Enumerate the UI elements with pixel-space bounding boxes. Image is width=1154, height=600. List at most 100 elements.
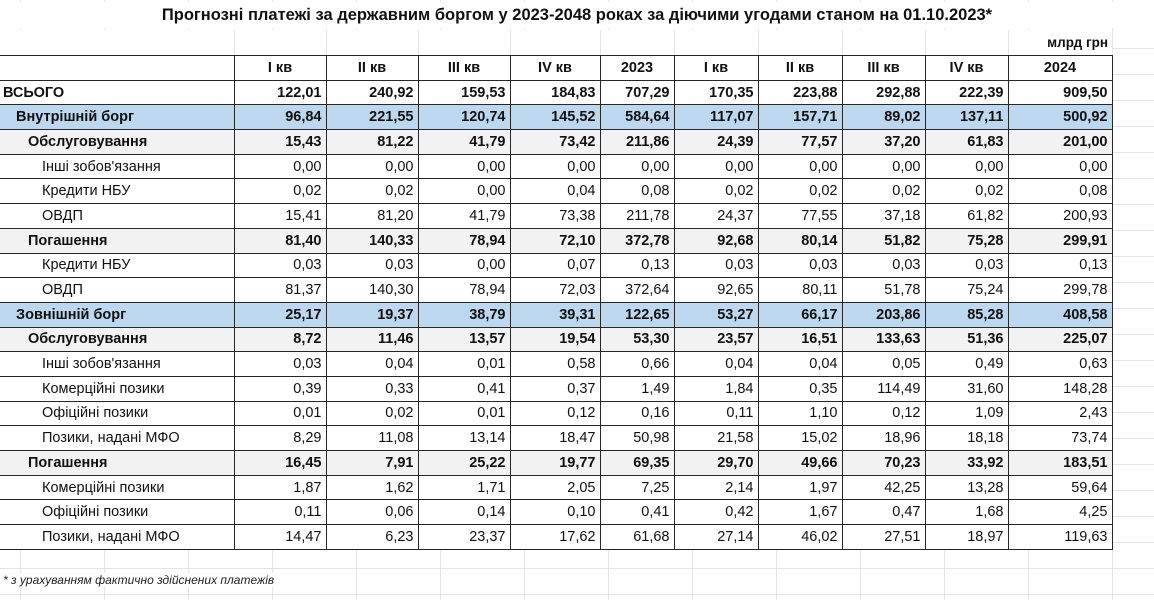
row-label: Внутрішній борг (0, 104, 235, 131)
value-cell: 51,82 (841, 227, 926, 254)
value-cell: 584,64 (599, 104, 675, 131)
value-cell: 0,02 (924, 178, 1009, 205)
value-cell: 201,00 (1007, 129, 1113, 155)
value-cell: 0,08 (1007, 178, 1113, 205)
row-label: Інші зобов'язання (0, 153, 235, 180)
value-cell: 203,86 (841, 301, 926, 328)
value-cell: 225,07 (1007, 326, 1113, 353)
value-cell: 49,66 (757, 450, 843, 476)
row-label: Комерційні позики (0, 375, 235, 402)
header-cell: 2023 (599, 55, 675, 81)
value-cell: 221,55 (325, 104, 419, 131)
value-cell: 23,57 (673, 326, 759, 353)
value-cell: 1,68 (924, 499, 1009, 526)
value-cell: 299,78 (1007, 277, 1113, 303)
table-row: ОВДП 15,41 81,20 41,79 73,38 211,78 24,37 77,55… (0, 203, 1113, 229)
row-label: Кредити НБУ (0, 252, 235, 279)
value-cell: 92,68 (673, 227, 759, 254)
value-cell: 73,42 (509, 129, 601, 155)
value-cell: 0,04 (509, 178, 601, 205)
value-cell: 140,33 (325, 227, 419, 254)
value-cell: 0,03 (233, 252, 327, 279)
value-cell: 37,18 (841, 203, 926, 229)
units-label: млрд грн (1047, 35, 1108, 50)
value-cell: 18,47 (509, 425, 601, 451)
row-label: ОВДП (0, 277, 235, 303)
value-cell: 0,00 (233, 153, 327, 180)
row-label: Офіційні позики (0, 499, 235, 526)
value-cell: 73,74 (1007, 425, 1113, 451)
value-cell: 13,28 (924, 474, 1009, 501)
value-cell: 38,79 (417, 301, 511, 328)
value-cell: 31,60 (924, 375, 1009, 402)
value-cell: 183,51 (1007, 450, 1113, 476)
value-cell: 78,94 (417, 227, 511, 254)
value-cell: 61,68 (599, 524, 675, 550)
value-cell: 0,11 (233, 499, 327, 526)
value-cell: 27,14 (673, 524, 759, 550)
value-cell: 140,30 (325, 277, 419, 303)
value-cell: 53,27 (673, 301, 759, 328)
value-cell: 75,28 (924, 227, 1009, 254)
value-cell: 21,58 (673, 425, 759, 451)
value-cell: 2,14 (673, 474, 759, 501)
value-cell: 0,00 (417, 153, 511, 180)
row-label: ВСЬОГО (0, 79, 235, 106)
value-cell: 0,37 (509, 375, 601, 402)
table-row: Зовнішній борг 25,17 19,37 38,79 39,31 122,65… (0, 301, 1113, 328)
value-cell: 19,77 (509, 450, 601, 476)
value-cell: 73,38 (509, 203, 601, 229)
debt-payments-table: I кв II кв III кв IV кв 2023 I кв II кв III кв I… (0, 55, 1113, 550)
value-cell: 157,71 (757, 104, 843, 131)
value-cell: 0,00 (1007, 153, 1113, 180)
value-cell: 0,13 (599, 252, 675, 279)
table-row: ОВДП 81,37 140,30 78,94 72,03 372,64 92,65 80,1… (0, 277, 1113, 303)
value-cell: 25,22 (417, 450, 511, 476)
value-cell: 211,78 (599, 203, 675, 229)
row-label: Позики, надані МФО (0, 524, 235, 550)
value-cell: 114,49 (841, 375, 926, 402)
value-cell: 292,88 (841, 79, 926, 106)
row-label: Обслуговування (0, 326, 235, 353)
value-cell: 1,62 (325, 474, 419, 501)
value-cell: 170,35 (673, 79, 759, 106)
table-row: Офіційні позики 0,01 0,02 0,01 0,12 0,16 0,11 1… (0, 400, 1113, 427)
value-cell: 159,53 (417, 79, 511, 106)
value-cell: 0,03 (757, 252, 843, 279)
header-cell: IV кв (509, 55, 601, 81)
value-cell: 51,78 (841, 277, 926, 303)
value-cell: 0,13 (1007, 252, 1113, 279)
value-cell: 500,92 (1007, 104, 1113, 131)
table-row: Обслуговування 15,43 81,22 41,79 73,42 211,86… (0, 129, 1113, 155)
value-cell: 0,06 (325, 499, 419, 526)
header-cell: IV кв (924, 55, 1009, 81)
value-cell: 37,20 (841, 129, 926, 155)
value-cell: 408,58 (1007, 301, 1113, 328)
value-cell: 0,14 (417, 499, 511, 526)
value-cell: 15,41 (233, 203, 327, 229)
header-cell: II кв (325, 55, 419, 81)
value-cell: 18,97 (924, 524, 1009, 550)
value-cell: 0,12 (509, 400, 601, 427)
value-cell: 13,57 (417, 326, 511, 353)
value-cell: 69,35 (599, 450, 675, 476)
value-cell: 78,94 (417, 277, 511, 303)
value-cell: 85,28 (924, 301, 1009, 328)
row-label: Інші зобов'язання (0, 351, 235, 377)
value-cell: 133,63 (841, 326, 926, 353)
table-row: Погашення 16,45 7,91 25,22 19,77 69,35 29,70 49… (0, 450, 1113, 476)
row-label: Кредити НБУ (0, 178, 235, 205)
value-cell: 1,49 (599, 375, 675, 402)
value-cell: 200,93 (1007, 203, 1113, 229)
value-cell: 1,10 (757, 400, 843, 427)
value-cell: 0,00 (509, 153, 601, 180)
value-cell: 0,00 (841, 153, 926, 180)
table-row: Кредити НБУ 0,02 0,02 0,00 0,04 0,08 0,02 0,02 0… (0, 178, 1113, 205)
table-title: Прогнозні платежі за державним боргом у … (0, 2, 1154, 28)
value-cell: 0,03 (841, 252, 926, 279)
value-cell: 15,02 (757, 425, 843, 451)
header-cell: II кв (757, 55, 843, 81)
header-row: I кв II кв III кв IV кв 2023 I кв II кв III кв I… (0, 55, 1113, 81)
table-row: Позики, надані МФО 8,29 11,08 13,14 18,47 50,… (0, 425, 1113, 451)
value-cell: 122,01 (233, 79, 327, 106)
